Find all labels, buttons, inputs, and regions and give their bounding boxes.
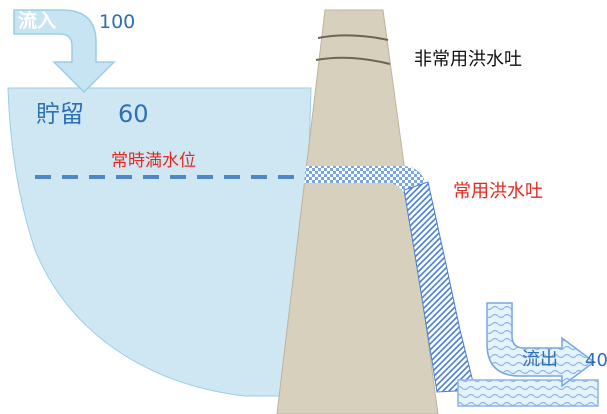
outflow-value: 40: [585, 350, 607, 371]
outflow-channel: [457, 379, 599, 407]
storage-value: 60: [118, 100, 149, 128]
dam-body: [276, 9, 439, 414]
outflow-label: 流出: [522, 349, 558, 370]
normal-spillway-intake: [304, 166, 426, 193]
emergency-spillway-label: 非常用洪水吐: [414, 49, 522, 70]
storage-label: 貯留: [36, 100, 84, 128]
normal-spillway-label: 常用洪水吐: [453, 181, 543, 202]
inflow-label: 流入: [18, 10, 57, 32]
inflow-value: 100: [99, 11, 136, 33]
emergency-spillway-gate: [315, 34, 391, 65]
reservoir-water: [7, 87, 312, 397]
outflow-arrow: [486, 302, 596, 388]
normal-water-level-label: 常時満水位: [111, 151, 196, 171]
inflow-arrow: [13, 9, 116, 94]
